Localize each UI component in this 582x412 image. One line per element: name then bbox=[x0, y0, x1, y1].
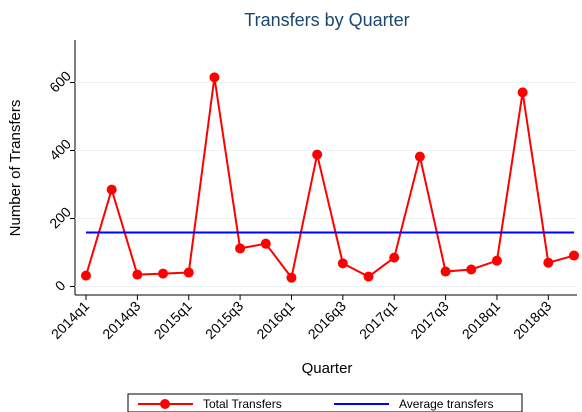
legend-label: Average transfers bbox=[399, 397, 494, 411]
legend-marker bbox=[160, 399, 170, 409]
x-tick-label: 2017q1 bbox=[356, 298, 400, 342]
data-point bbox=[106, 184, 117, 195]
data-point bbox=[260, 238, 271, 249]
y-axis-title: Number of Transfers bbox=[7, 100, 24, 237]
x-tick-label: 2017q3 bbox=[407, 298, 451, 342]
data-point bbox=[235, 243, 246, 254]
y-tick-label: 0 bbox=[52, 277, 69, 294]
legend-box bbox=[127, 393, 523, 412]
y-tick-label: 200 bbox=[46, 204, 74, 232]
data-point bbox=[569, 250, 579, 261]
x-tick-label: 2016q3 bbox=[305, 298, 349, 342]
data-point bbox=[132, 269, 143, 280]
chart-title: Transfers by Quarter bbox=[244, 10, 409, 30]
x-tick-label: 2018q1 bbox=[459, 298, 503, 342]
series-line bbox=[85, 77, 575, 281]
data-point bbox=[491, 255, 502, 266]
x-tick-label: 2018q3 bbox=[510, 298, 554, 342]
y-tick-label: 600 bbox=[46, 68, 74, 96]
data-point bbox=[440, 266, 451, 277]
data-point bbox=[517, 87, 528, 98]
x-tick-label: 2014q3 bbox=[99, 298, 143, 342]
data-point bbox=[209, 72, 220, 83]
data-point bbox=[286, 272, 297, 283]
x-tick-label: 2014q1 bbox=[48, 298, 92, 342]
y-tick-label: 400 bbox=[46, 136, 74, 164]
data-point bbox=[543, 257, 554, 268]
data-point bbox=[183, 267, 194, 278]
data-point bbox=[389, 252, 400, 263]
data-point bbox=[81, 270, 91, 281]
legend-label: Total Transfers bbox=[203, 397, 282, 411]
data-point bbox=[414, 151, 425, 162]
data-point bbox=[363, 271, 374, 282]
data-point bbox=[466, 264, 477, 275]
data-point bbox=[158, 268, 169, 279]
x-tick-label: 2016q1 bbox=[253, 298, 297, 342]
x-tick-label: 2015q3 bbox=[202, 298, 246, 342]
x-axis-title: Quarter bbox=[302, 360, 353, 377]
data-point bbox=[337, 258, 348, 269]
x-tick-label: 2015q1 bbox=[151, 298, 195, 342]
data-point bbox=[312, 149, 323, 160]
